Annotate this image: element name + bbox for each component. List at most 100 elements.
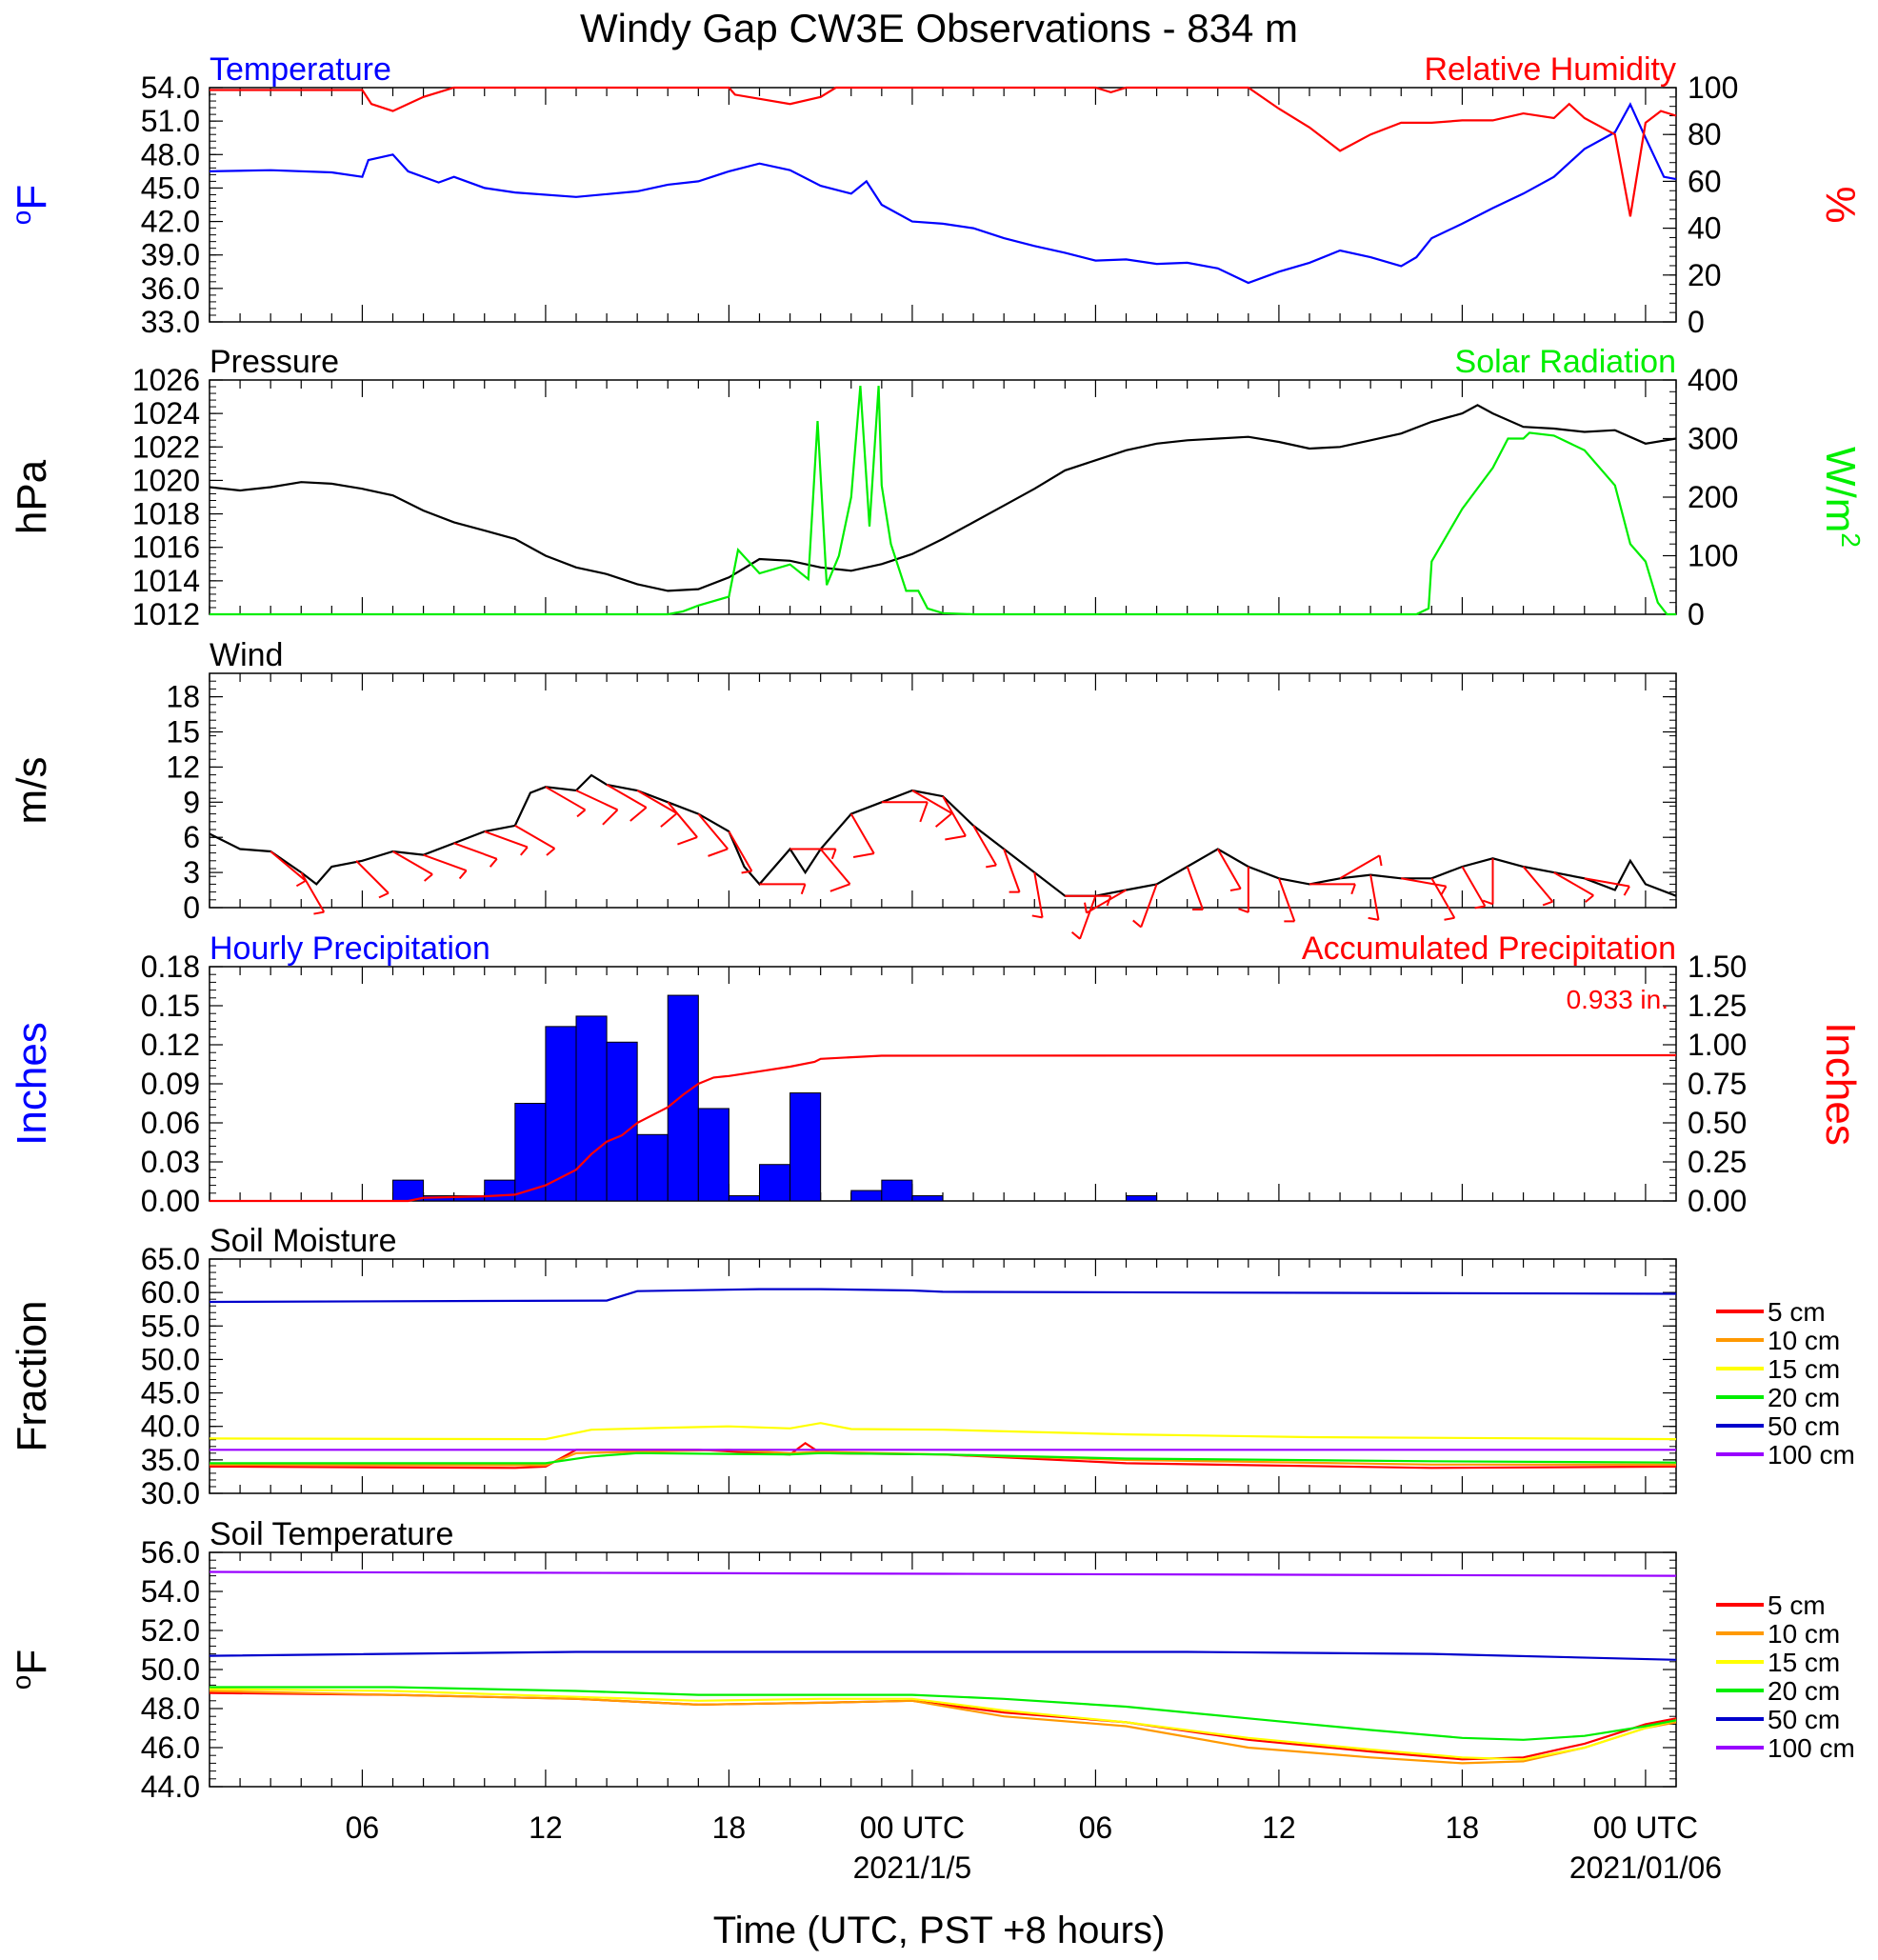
x-tick-sublabel: 2021/1/5 — [853, 1850, 972, 1885]
series-line — [209, 1288, 1677, 1304]
panel-frame — [209, 966, 1677, 1202]
wind-barb-flag — [602, 809, 619, 826]
precip-bar — [575, 1015, 608, 1202]
precip-bar — [728, 1195, 761, 1202]
wind-barb — [1461, 866, 1487, 908]
panel-3: 0.18 0.15 0.12 0.09 0.06 0.03 0.00 1.50 1.25 1.00… — [9, 930, 1864, 1218]
wind-barb — [575, 790, 618, 811]
legend-label: 20 cm — [1768, 1383, 1840, 1412]
panel-title-left: Soil Moisture — [210, 1223, 397, 1259]
y-tick-label-right: 0 — [1688, 305, 1705, 339]
wind-barb-flag — [1031, 914, 1043, 919]
wind-barb — [355, 860, 390, 894]
y-tick-label-left: 15 — [166, 715, 200, 750]
wind-barb — [1186, 866, 1205, 910]
panel-0: 54.051.048.045.042.039.036.033.0 100 80 60 4… — [7, 51, 1864, 339]
wind-barb-flag — [1444, 916, 1455, 921]
y-tick-label-left: 45.0 — [141, 1376, 200, 1410]
wind-barb-flag — [1238, 908, 1249, 913]
legend-label: 5 cm — [1768, 1297, 1826, 1327]
y-tick-label-left: 35.0 — [141, 1443, 200, 1477]
panel-5: 56.0 54.0 52.0 50.0 48.0 46.0 44.0 Soil Tempera… — [7, 1516, 1855, 1804]
wind-barb-flag — [934, 812, 953, 828]
wind-barb-flag — [1623, 886, 1630, 896]
y-tick-label-left: 50.0 — [141, 1652, 200, 1687]
y-axis-label-left: m/s — [9, 757, 55, 825]
wind-barb — [1277, 877, 1296, 922]
panel-title-left: Temperature — [210, 51, 391, 88]
y-tick-label-left: 39.0 — [141, 238, 200, 272]
wind-barb — [300, 871, 326, 913]
wind-barb — [453, 842, 498, 860]
svg-text:hPa: hPa — [9, 459, 55, 534]
wind-barb-flag — [1542, 900, 1553, 907]
y-tick-label-right: 200 — [1688, 480, 1738, 514]
series-line — [209, 1449, 1676, 1467]
x-tick-label: 18 — [1446, 1810, 1480, 1845]
y-tick-label-left: 18 — [166, 680, 200, 714]
wind-barb — [942, 795, 967, 837]
wind-barb — [819, 848, 851, 885]
y-tick-label-right: 1.50 — [1688, 950, 1747, 984]
y-tick-label-left: 1022 — [132, 430, 200, 464]
precip-bar — [881, 1179, 913, 1202]
y-tick-label-left: 40.0 — [141, 1410, 200, 1444]
y-tick-label-right: 0.00 — [1688, 1184, 1747, 1218]
wind-barb-flag — [1378, 855, 1383, 867]
series-line — [210, 1053, 1677, 1203]
series-line — [210, 386, 1676, 616]
series-line — [210, 1451, 1677, 1465]
legend-label: 100 cm — [1768, 1440, 1855, 1470]
wind-barb-flag — [576, 809, 587, 818]
y-axis-label-left: hPa — [9, 459, 55, 534]
wind-barb-flag — [708, 848, 729, 857]
legend-label: 20 cm — [1768, 1676, 1840, 1706]
x-tick-label: 12 — [1262, 1810, 1296, 1845]
y-tick-label-left: 56.0 — [141, 1535, 200, 1570]
svg-text:m/s: m/s — [9, 757, 55, 825]
y-axis-label-left: oF — [7, 185, 55, 225]
wind-barb — [1086, 889, 1128, 914]
y-tick-label-left: 46.0 — [141, 1730, 200, 1765]
wind-barb — [697, 812, 729, 850]
y-tick-label-left: 0.00 — [141, 1184, 200, 1218]
precip-bar — [667, 994, 699, 1202]
wind-barb — [1079, 895, 1097, 940]
y-tick-label-left: 48.0 — [141, 1691, 200, 1726]
y-tick-label-left: 0.03 — [141, 1145, 200, 1179]
svg-text:%: % — [1817, 186, 1864, 223]
panel-title-left: Wind — [210, 637, 283, 673]
wind-barb — [849, 813, 875, 854]
wind-barb — [1401, 877, 1447, 888]
y-tick-label-left: 44.0 — [141, 1770, 200, 1804]
precip-bar — [606, 1041, 638, 1202]
y-tick-label-left: 1026 — [132, 363, 200, 397]
wind-barb-flag — [1585, 894, 1594, 903]
y-tick-label-left: 1016 — [132, 530, 200, 565]
x-tick-sublabel: 2021/01/06 — [1569, 1850, 1722, 1885]
panel-title-right: Accumulated Precipitation — [1302, 930, 1676, 967]
y-axis-label-right: Inches — [1817, 1022, 1864, 1146]
wind-barb — [484, 830, 529, 849]
series-line — [209, 1570, 1677, 1577]
y-tick-label-right: 400 — [1688, 363, 1738, 397]
wind-barb-flag — [1440, 886, 1448, 896]
y-tick-label-right: 1.25 — [1688, 989, 1747, 1023]
y-axis-label-right: W/m2 — [1817, 447, 1866, 548]
wind-barb-flag — [423, 873, 433, 882]
wind-barb-flag — [660, 812, 678, 828]
wind-barb — [1584, 877, 1630, 888]
wind-barb-flag — [677, 836, 698, 846]
legend-label: 10 cm — [1768, 1619, 1840, 1649]
precip-bar — [697, 1108, 729, 1202]
legend-label: 15 cm — [1768, 1354, 1840, 1384]
y-tick-label-left: 1018 — [132, 497, 200, 531]
wind-barb-flag — [1482, 899, 1493, 906]
y-tick-label-right: 1.00 — [1688, 1028, 1747, 1062]
wind-barb-flag — [378, 891, 390, 899]
wind-barb-flag — [852, 852, 874, 858]
wind-barb-flag — [295, 879, 307, 888]
wind-barb — [972, 825, 997, 866]
wind-barb — [1140, 884, 1158, 928]
